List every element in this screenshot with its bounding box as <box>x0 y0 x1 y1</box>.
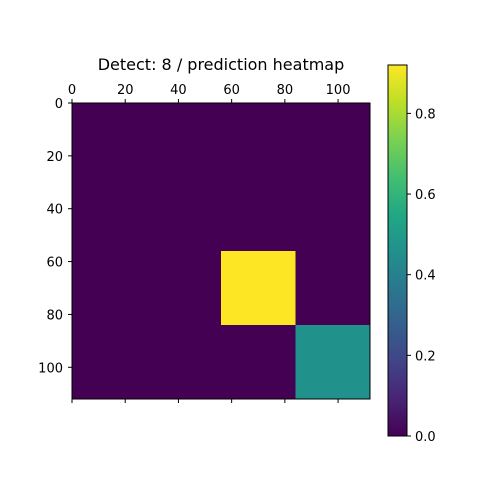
x-axis: 0 20 40 60 80 100 <box>68 83 351 403</box>
heatmap-cell <box>221 251 296 326</box>
heatmap-cell <box>72 325 147 400</box>
plot-frame <box>71 102 371 400</box>
colorbar-tick-label: 0.0 <box>415 430 436 445</box>
heatmap-cell <box>72 251 147 326</box>
x-tick-label: 40 <box>170 83 187 98</box>
x-tick-label: 20 <box>117 83 134 98</box>
colorbar-tick-label: 0.6 <box>415 188 436 203</box>
x-tick-label: 60 <box>223 83 240 98</box>
heatmap-cell <box>221 325 296 400</box>
y-tick-label: 100 <box>38 361 63 376</box>
x-tick-label: 80 <box>277 83 294 98</box>
x-tick-label: 0 <box>68 83 76 98</box>
y-tick-label: 0 <box>55 97 63 112</box>
heatmap-cell <box>295 177 371 252</box>
heatmap-cell <box>146 177 222 252</box>
y-tick-label: 40 <box>46 203 63 218</box>
x-tick-label: 100 <box>326 83 351 98</box>
chart-title: Detect: 8 / prediction heatmap <box>98 55 345 74</box>
heatmap-cell <box>295 251 371 326</box>
heatmap-cell <box>146 103 222 178</box>
heatmap-cell <box>295 103 371 178</box>
y-tick-label: 80 <box>46 308 63 323</box>
heatmap-cell <box>146 325 222 400</box>
heatmap-cell <box>146 251 222 326</box>
colorbar-tick-label: 0.2 <box>415 349 436 364</box>
colorbar-axis: 0.0 0.2 0.4 0.6 0.8 <box>407 107 436 445</box>
y-tick-label: 60 <box>46 256 63 271</box>
heatmap-cell <box>72 177 147 252</box>
colorbar-tick-label: 0.4 <box>415 269 436 284</box>
colorbar-tick-label: 0.8 <box>415 107 436 122</box>
y-tick-label: 20 <box>46 150 63 165</box>
heatmap-cell <box>295 325 371 400</box>
heatmap-cell <box>72 103 147 178</box>
heatmap-cells <box>72 103 371 400</box>
heatmap-cell <box>221 177 296 252</box>
y-axis: 0 20 40 60 80 100 <box>38 97 72 376</box>
colorbar <box>387 64 408 437</box>
heatmap-cell <box>221 103 296 178</box>
